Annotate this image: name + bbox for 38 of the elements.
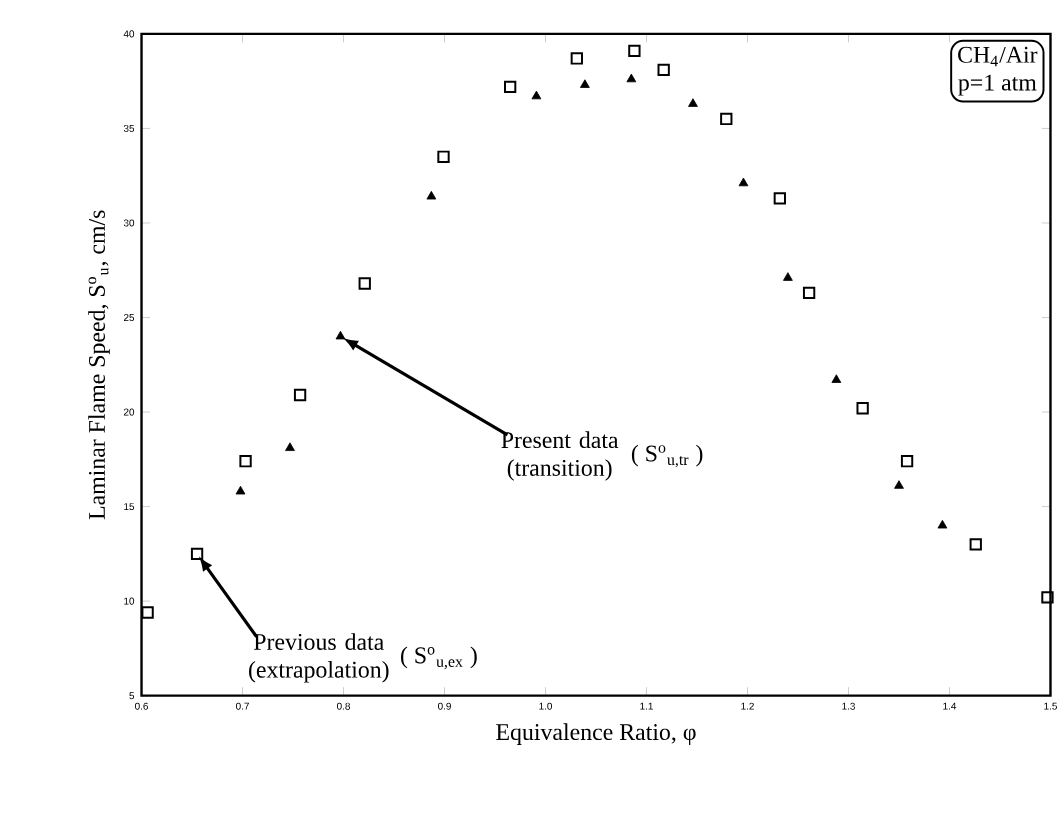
point (426, 191, 437, 200)
point (285, 442, 295, 452)
point (900, 455, 914, 468)
point (657, 64, 670, 77)
point (239, 455, 252, 468)
point (570, 52, 583, 66)
point (773, 192, 786, 205)
point (628, 45, 641, 58)
point (1041, 591, 1054, 604)
point (437, 151, 450, 164)
point (831, 374, 842, 384)
annotation: CH$_{4}$/Air (958, 47, 1038, 67)
point (235, 486, 246, 495)
point (856, 402, 869, 415)
point (969, 538, 982, 551)
annotation: ( S$^{o}$$_{u,ex}$ ) (401, 647, 477, 670)
point (738, 178, 749, 187)
point (688, 98, 698, 108)
point (783, 272, 793, 282)
point (580, 79, 590, 89)
point (141, 606, 154, 620)
annotation: ( S$^{o}$$_{u,tr}$ ) (631, 445, 703, 468)
annotation: Present data (transition) (501, 431, 619, 482)
point (504, 81, 517, 94)
point (802, 287, 816, 300)
annotation: p=1 atm (958, 75, 1037, 96)
x-axis-title: Equivalence Ratio, φ (496, 723, 696, 746)
point (894, 480, 904, 490)
point (626, 74, 637, 83)
y-axis-title: Laminar Flame Speed, S$^{o}$$_{u}$, cm/s (88, 210, 110, 520)
point (358, 277, 371, 291)
point (937, 520, 948, 529)
annotation: Previous data (extrapolation) (249, 633, 389, 683)
point (720, 113, 733, 126)
point (293, 389, 307, 402)
point (531, 91, 542, 100)
point (190, 548, 204, 561)
point (335, 331, 346, 340)
